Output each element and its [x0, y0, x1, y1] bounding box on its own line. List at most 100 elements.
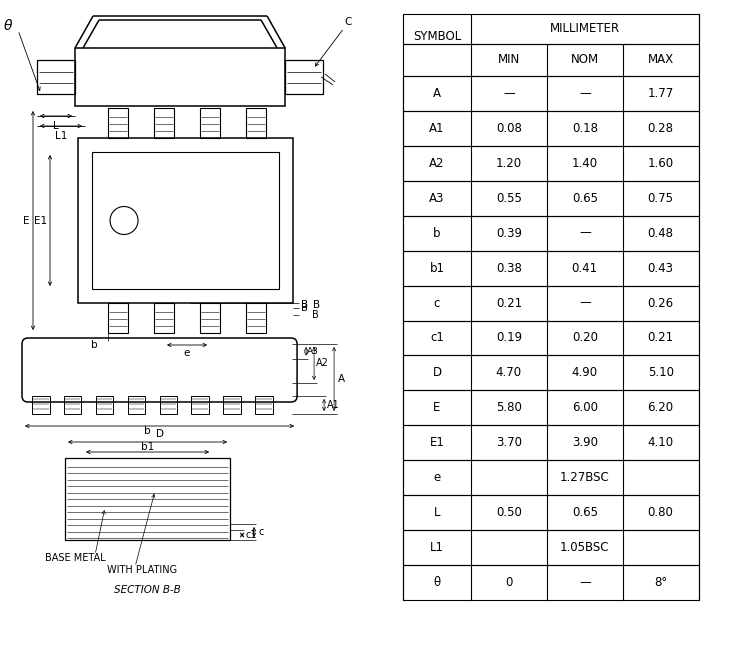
Text: E: E	[433, 401, 441, 415]
Text: e: e	[433, 472, 441, 484]
Text: b: b	[91, 340, 97, 350]
Text: 8°: 8°	[654, 576, 667, 590]
Text: b: b	[144, 426, 151, 436]
Text: 0.65: 0.65	[571, 507, 598, 519]
Bar	[192, 396, 209, 414]
Bar	[75, 48, 285, 106]
Text: 0.19: 0.19	[496, 332, 522, 345]
Text: —: —	[503, 87, 515, 99]
Text: 0.39: 0.39	[496, 226, 522, 240]
Bar	[64, 396, 81, 414]
Text: $\theta$: $\theta$	[3, 18, 13, 34]
Text: MIN: MIN	[498, 53, 520, 66]
Text: D: D	[156, 429, 163, 439]
Text: c: c	[434, 297, 440, 309]
Text: L: L	[433, 507, 440, 519]
Text: 0.08: 0.08	[496, 122, 522, 134]
Bar	[403, 180, 698, 216]
Text: 5.10: 5.10	[648, 367, 674, 380]
Text: NOM: NOM	[571, 53, 599, 66]
Bar	[403, 495, 698, 530]
Bar	[285, 60, 323, 94]
Text: B: B	[301, 303, 308, 313]
Bar	[403, 390, 698, 426]
Bar	[200, 108, 220, 138]
Bar	[403, 216, 698, 251]
Bar	[403, 14, 698, 43]
Text: MAX: MAX	[648, 53, 674, 66]
Bar	[78, 138, 293, 303]
Text: A: A	[433, 87, 441, 99]
Text: b1: b1	[430, 261, 445, 274]
Text: BASE METAL: BASE METAL	[45, 553, 106, 563]
Bar	[37, 60, 75, 94]
Text: 1.20: 1.20	[496, 157, 522, 170]
Text: —: —	[579, 576, 591, 590]
Text: e: e	[184, 348, 190, 358]
Text: 6.00: 6.00	[571, 401, 598, 415]
Bar	[403, 111, 698, 145]
Text: 0.41: 0.41	[571, 261, 598, 274]
Bar	[32, 396, 49, 414]
Text: 0.26: 0.26	[648, 297, 674, 309]
Bar	[128, 396, 145, 414]
Bar	[154, 303, 174, 333]
Text: 4.10: 4.10	[648, 436, 674, 449]
Bar	[403, 426, 698, 461]
Text: 0.28: 0.28	[648, 122, 674, 134]
Bar	[403, 145, 698, 180]
Bar	[403, 251, 698, 286]
Bar	[403, 355, 698, 390]
Text: A2: A2	[429, 157, 445, 170]
Text: —: —	[579, 226, 591, 240]
Bar	[223, 396, 241, 414]
Text: θ: θ	[433, 576, 441, 590]
Text: 0.20: 0.20	[571, 332, 598, 345]
Text: L1: L1	[54, 131, 67, 141]
Text: A3: A3	[430, 191, 445, 205]
Text: E1: E1	[34, 216, 47, 226]
Text: 0.21: 0.21	[648, 332, 674, 345]
Bar	[246, 303, 266, 333]
Text: L: L	[53, 121, 59, 131]
Bar	[403, 530, 698, 565]
Text: c1: c1	[245, 530, 257, 540]
Bar	[65, 458, 230, 540]
Text: 4.70: 4.70	[496, 367, 522, 380]
Text: —: —	[579, 297, 591, 309]
Bar	[255, 396, 273, 414]
Text: 1.77: 1.77	[648, 87, 674, 99]
Bar	[108, 303, 128, 333]
Text: 5.80: 5.80	[496, 401, 522, 415]
Text: 1.27BSC: 1.27BSC	[560, 472, 609, 484]
Bar	[200, 303, 220, 333]
Text: 0: 0	[505, 576, 513, 590]
Text: 0.48: 0.48	[648, 226, 674, 240]
Text: A: A	[338, 374, 345, 384]
Text: 0.65: 0.65	[571, 191, 598, 205]
Text: 1.60: 1.60	[648, 157, 674, 170]
Text: 1.05BSC: 1.05BSC	[560, 542, 609, 555]
Text: 0.43: 0.43	[648, 261, 674, 274]
Text: 0.55: 0.55	[496, 191, 522, 205]
Text: A1: A1	[429, 122, 445, 134]
Bar	[403, 461, 698, 495]
Text: A1: A1	[327, 400, 340, 410]
Text: E1: E1	[430, 436, 445, 449]
Text: 1.40: 1.40	[571, 157, 598, 170]
Bar	[403, 286, 698, 320]
Bar	[403, 43, 698, 76]
Text: C: C	[345, 17, 352, 27]
Text: L1: L1	[430, 542, 444, 555]
Text: D: D	[433, 367, 442, 380]
Text: WITH PLATING: WITH PLATING	[107, 565, 177, 575]
Bar	[246, 108, 266, 138]
Text: SECTION B-B: SECTION B-B	[114, 585, 181, 595]
Bar	[154, 108, 174, 138]
Text: b1: b1	[141, 442, 154, 452]
Text: 3.90: 3.90	[571, 436, 598, 449]
Bar	[403, 565, 698, 601]
Text: B: B	[313, 300, 320, 310]
Text: B: B	[301, 300, 308, 310]
Text: E: E	[22, 216, 29, 226]
